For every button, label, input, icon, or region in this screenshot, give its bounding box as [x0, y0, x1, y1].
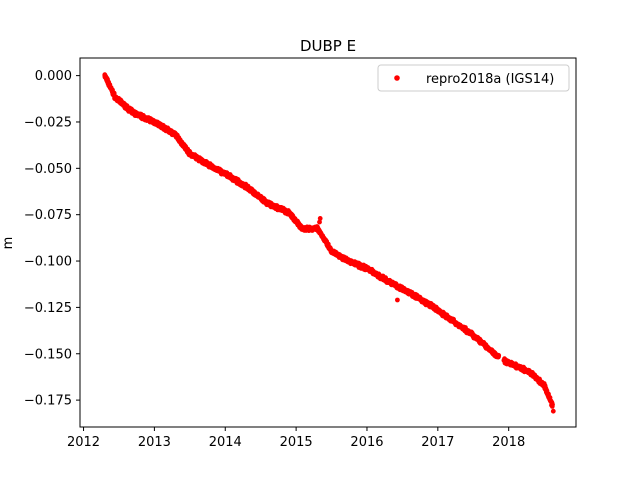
data-point — [550, 402, 555, 407]
legend-box — [377, 64, 570, 92]
y-tick-label: −0.075 — [24, 208, 72, 223]
data-point — [102, 72, 108, 78]
plot-frame — [79, 57, 577, 428]
x-tick-label: 2014 — [209, 435, 242, 450]
y-tick-label: −0.025 — [24, 115, 72, 130]
x-tick-label: 2012 — [67, 435, 100, 450]
y-tick-label: −0.150 — [24, 347, 72, 362]
y-tick-label: −0.175 — [24, 394, 72, 409]
data-point — [317, 219, 322, 225]
x-tick-label: 2018 — [492, 435, 525, 450]
legend-marker — [394, 75, 400, 81]
x-tick-label: 2015 — [280, 435, 313, 450]
legend: repro2018a (IGS14) — [377, 64, 570, 92]
x-tick-label: 2016 — [350, 435, 383, 450]
y-axis-label: m — [1, 237, 16, 250]
x-tick-label: 2013 — [138, 435, 171, 450]
data-point — [496, 353, 502, 358]
y-axis-ticks: 0.000 −0.025 −0.050 −0.075 −0.100 −0.125 −0.15… — [24, 69, 80, 409]
y-tick-label: 0.000 — [35, 69, 72, 84]
chart-title: DUBP E — [300, 37, 356, 55]
x-tick-label: 2017 — [421, 435, 454, 450]
y-tick-label: −0.050 — [24, 162, 72, 177]
data-point — [317, 216, 323, 221]
data-point — [395, 297, 400, 303]
y-tick-label: −0.100 — [24, 255, 72, 270]
legend-label: repro2018a (IGS14) — [426, 72, 554, 87]
data-points — [102, 72, 556, 414]
y-tick-label: −0.125 — [24, 301, 72, 316]
data-point — [550, 408, 556, 414]
x-axis-ticks: 2012 2013 2014 2015 2016 2017 2018 — [67, 427, 525, 450]
